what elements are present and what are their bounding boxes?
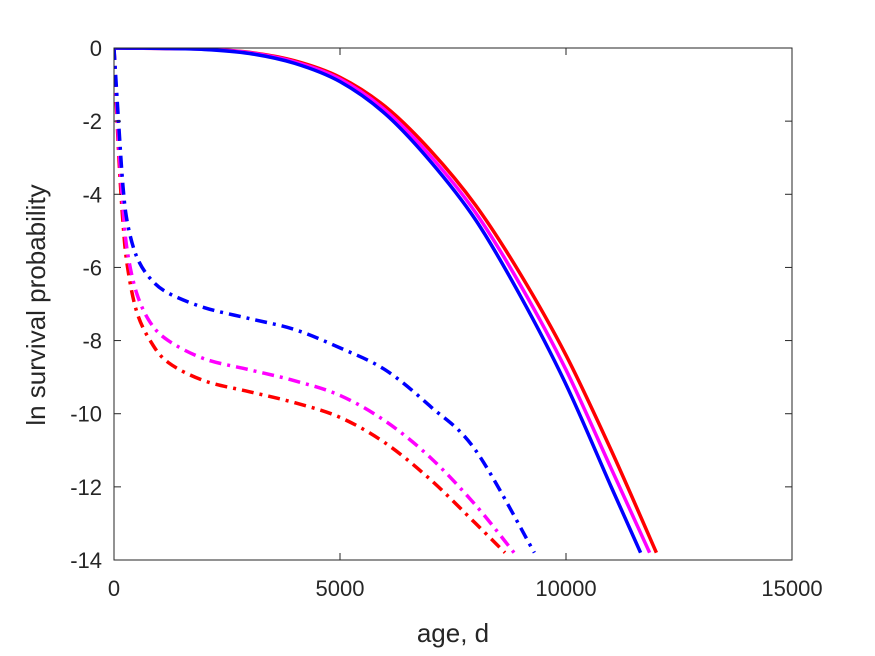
x-tick-label: 0 xyxy=(108,576,120,601)
y-tick-label: -10 xyxy=(70,402,102,427)
x-axis-label: age, d xyxy=(417,618,489,648)
ticks-layer: 0 5000 10000 15000 0 -2 -4 -6 -8 -10 -12 -14 xyxy=(70,36,822,601)
series-line-6 xyxy=(114,48,536,554)
axes-layer xyxy=(113,47,793,561)
series-line-4 xyxy=(114,48,507,554)
y-tick-label: -8 xyxy=(82,329,102,354)
y-axis-label: ln survival probability xyxy=(21,184,51,425)
y-tick-label: -12 xyxy=(70,475,102,500)
x-tick-label: 15000 xyxy=(761,576,822,601)
y-tick-label: -14 xyxy=(70,548,102,573)
y-tick-label: -4 xyxy=(82,182,102,207)
series-line-3 xyxy=(114,48,643,554)
axes-box xyxy=(113,47,793,561)
x-tick-label: 5000 xyxy=(316,576,365,601)
x-tick-label: 10000 xyxy=(535,576,596,601)
y-tick-label: -2 xyxy=(82,109,102,134)
y-tick-label: -6 xyxy=(82,255,102,280)
series-layer xyxy=(114,48,659,554)
y-tick-label: 0 xyxy=(90,36,102,61)
